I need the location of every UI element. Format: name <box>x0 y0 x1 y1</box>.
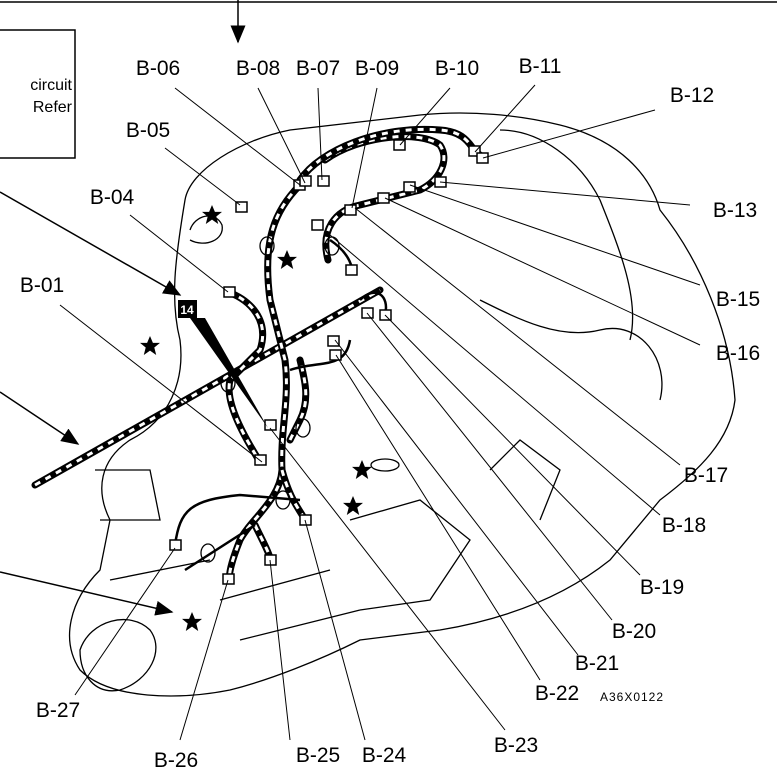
leader-lines <box>0 85 700 740</box>
connector-label: B-17 <box>684 464 728 487</box>
connector-label: B-05 <box>126 119 170 142</box>
engine-outline <box>70 113 735 696</box>
connector-label: B-13 <box>713 199 757 222</box>
connector-label: B-12 <box>670 84 714 107</box>
connector-label: B-04 <box>90 186 135 209</box>
connector-label: B-21 <box>575 652 619 675</box>
connector-label: B-01 <box>20 274 64 297</box>
connector-label: B-15 <box>716 288 760 311</box>
connector-label: B-23 <box>494 734 538 757</box>
figure-code: A36X0122 <box>600 690 664 704</box>
connector-label: B-18 <box>662 514 706 537</box>
connector-label: B-19 <box>640 576 684 599</box>
connector-label: B-16 <box>716 342 760 365</box>
connector-label: B-22 <box>535 682 579 705</box>
harness-diagram: circuit Refer <box>0 0 777 772</box>
connector-label: B-07 <box>296 57 340 80</box>
connector-label: B-24 <box>362 744 407 767</box>
connector-label: B-08 <box>236 57 280 80</box>
connector-label: B-26 <box>154 749 198 772</box>
connector-labels: B-06 B-08 B-07 B-09 B-10 B-11 B-12 B-05 … <box>20 55 760 772</box>
connector-label: B-25 <box>296 744 340 767</box>
connector-label: B-20 <box>612 620 656 643</box>
connector-label: B-11 <box>519 55 562 78</box>
note-text: circuit <box>30 77 72 94</box>
note-text: Refer <box>33 99 73 116</box>
connector-label: B-10 <box>435 57 479 80</box>
connector-label: B-06 <box>136 57 180 80</box>
callout-number: 14 <box>180 303 194 317</box>
connector-label: B-09 <box>355 57 399 80</box>
connector-label: B-27 <box>36 699 80 722</box>
